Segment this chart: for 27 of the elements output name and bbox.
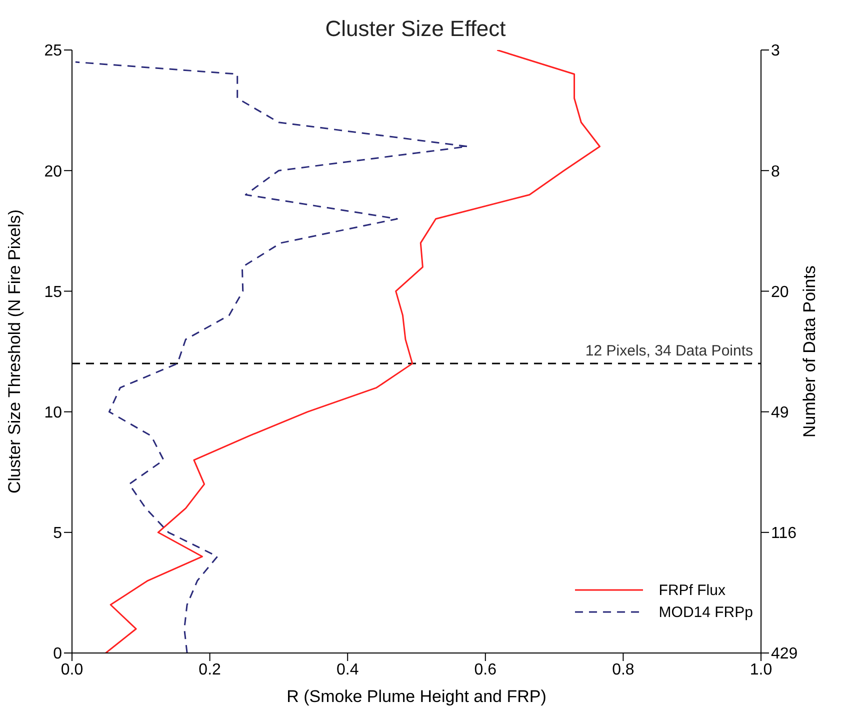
x-tick-label: 1.0 <box>750 661 772 678</box>
x-tick-label: 0.0 <box>60 661 84 678</box>
chart-title: Cluster Size Effect <box>324 16 507 42</box>
category-label: 429 <box>771 646 798 663</box>
x-tick-label: 0.4 <box>336 661 359 678</box>
y2-axis-title: Number of Data Points <box>800 266 820 438</box>
y-tick-label: 0 <box>53 646 62 663</box>
category-label: 116 <box>771 525 797 542</box>
line-series <box>74 61 468 653</box>
x-tick-label: 0.8 <box>612 661 634 678</box>
ref-line-label: 12 Pixels, 34 Data Points <box>585 342 753 360</box>
legend-label: MOD14 FRPp <box>658 604 753 620</box>
y-tick-label: 5 <box>53 525 62 542</box>
y-tick-label: 20 <box>44 163 62 180</box>
category-label: 3 <box>771 42 780 60</box>
x-tick-label: 0.2 <box>198 661 222 678</box>
category-label: 8 <box>771 163 780 180</box>
legend-label: FRPf Flux <box>658 582 726 598</box>
y-tick-label: 15 <box>44 284 62 301</box>
x-tick-label: 0.6 <box>474 661 497 678</box>
line-series <box>105 50 601 653</box>
y-tick-label: 25 <box>44 42 62 60</box>
category-label: 20 <box>771 284 789 301</box>
x-axis-title: R (Smoke Plume Height and FRP) <box>286 687 546 706</box>
y-tick-label: 10 <box>44 404 62 422</box>
y-axis-title: Cluster Size Threshold (N Fire Pixels) <box>5 209 24 494</box>
category-label: 49 <box>771 404 789 422</box>
